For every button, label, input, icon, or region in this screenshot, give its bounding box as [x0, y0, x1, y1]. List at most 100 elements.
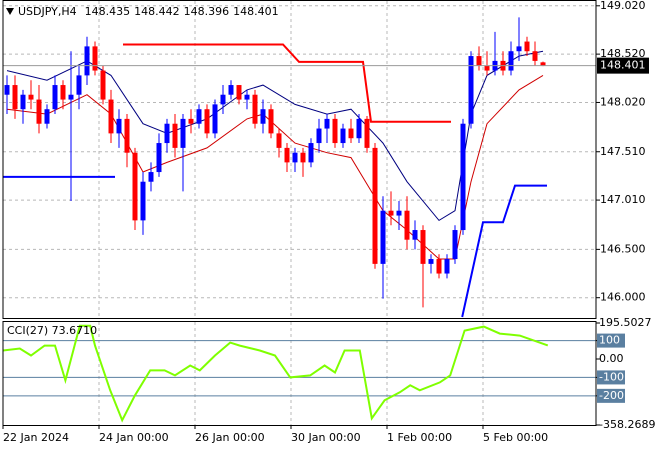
y-tick-label: 148.520 [600, 47, 646, 60]
candle-body [516, 46, 522, 52]
x-tick-label: 26 Jan 00:00 [195, 431, 265, 444]
candle-body [172, 123, 178, 148]
x-tick-label: 22 Jan 2024 [3, 431, 69, 444]
level-label-box [597, 388, 625, 403]
candle-body [100, 70, 106, 100]
candle-body [260, 109, 266, 124]
candle-body [220, 94, 226, 105]
candle-body [180, 118, 186, 148]
cci-line [2, 324, 549, 423]
candle-body [212, 104, 218, 134]
candle-body [76, 75, 82, 95]
symbol: USDJPY,H4 [18, 5, 77, 18]
last-price-label: 148.401 [600, 59, 646, 72]
candle-body [140, 181, 146, 221]
candle-body [36, 99, 42, 124]
candle-body [412, 230, 418, 240]
x-tick-label: 1 Feb 00:00 [387, 431, 452, 444]
candle-body [436, 259, 442, 274]
symbol-icon [6, 8, 14, 15]
x-tick-label: 24 Jan 00:00 [99, 431, 169, 444]
candle-body [356, 118, 362, 139]
candle-body [340, 128, 346, 144]
candle-body [388, 210, 394, 216]
candle-body [324, 118, 330, 129]
candle-body [540, 62, 546, 66]
candle-body [44, 109, 50, 124]
candle-body [4, 85, 10, 95]
candle-body [404, 210, 410, 240]
candle-body [332, 118, 338, 144]
indicator-line [6, 50, 544, 222]
level-label-box [597, 333, 625, 348]
candle-body [244, 94, 250, 100]
candle-body [204, 109, 210, 134]
candle-body [372, 147, 378, 264]
candle-body [308, 143, 314, 163]
candle-body [476, 56, 482, 66]
candle-body [52, 85, 58, 110]
y-tick-label: 146.000 [600, 291, 646, 304]
y-tick-label: 147.010 [600, 193, 646, 206]
candle-body [316, 128, 322, 144]
main-frame [2, 0, 597, 319]
candle-body [284, 147, 290, 163]
open: 148.435 [85, 5, 131, 18]
candle-body [148, 172, 154, 182]
candle-body [460, 123, 466, 231]
candle-body [108, 99, 114, 134]
candle-body [380, 210, 386, 264]
candle-body [452, 230, 458, 260]
indicator-line [3, 175, 547, 318]
candle-body [420, 230, 426, 264]
cci-title: CCI(27) 73.6710 [7, 324, 97, 337]
candle-body [348, 128, 354, 139]
y-tick-label: 149.020 [600, 0, 646, 12]
candle-body [164, 123, 170, 144]
candle-body [532, 51, 538, 61]
candle-body [60, 85, 66, 100]
candle-body [364, 118, 370, 148]
candle-body [28, 94, 34, 100]
y-tick-label: 146.500 [600, 242, 646, 255]
low: 148.396 [184, 5, 230, 18]
candle-body [524, 41, 530, 52]
candle-body [292, 152, 298, 163]
last-price-box [597, 57, 649, 74]
candle-body [12, 85, 18, 110]
plot [2, 17, 596, 423]
y-tick-label: 195.5027 [599, 316, 652, 329]
y-tick-label: 148.020 [600, 95, 646, 108]
candle-body [156, 143, 162, 173]
candle-body [468, 56, 474, 124]
candle-body [300, 152, 306, 163]
candle-body [20, 94, 26, 110]
candle-body [92, 46, 98, 71]
candle-body [196, 109, 202, 124]
candle-body [268, 109, 274, 134]
candle-body [252, 94, 258, 124]
candle-body [396, 210, 402, 216]
candle-body [508, 51, 514, 71]
candle-body [68, 94, 74, 100]
indicator-line [123, 43, 451, 123]
x-tick-label: 5 Feb 00:00 [483, 431, 548, 444]
candle-body [276, 133, 282, 148]
close: 148.401 [233, 5, 279, 18]
level-label-box [597, 370, 625, 385]
candle-body [116, 118, 122, 134]
candle-body [84, 46, 90, 76]
candle-body [484, 65, 490, 71]
candle-body [188, 118, 194, 124]
y-tick-label: 100 [599, 334, 620, 347]
x-tick-label: 30 Jan 00:00 [291, 431, 361, 444]
y-tick-label: -200 [599, 389, 624, 402]
candle-body [444, 259, 450, 274]
candle-body [228, 85, 234, 95]
candle-body [132, 152, 138, 221]
y-tick-label: -100 [599, 370, 624, 383]
cci-frame [2, 321, 597, 426]
y-tick-label: -358.2689 [599, 418, 655, 431]
